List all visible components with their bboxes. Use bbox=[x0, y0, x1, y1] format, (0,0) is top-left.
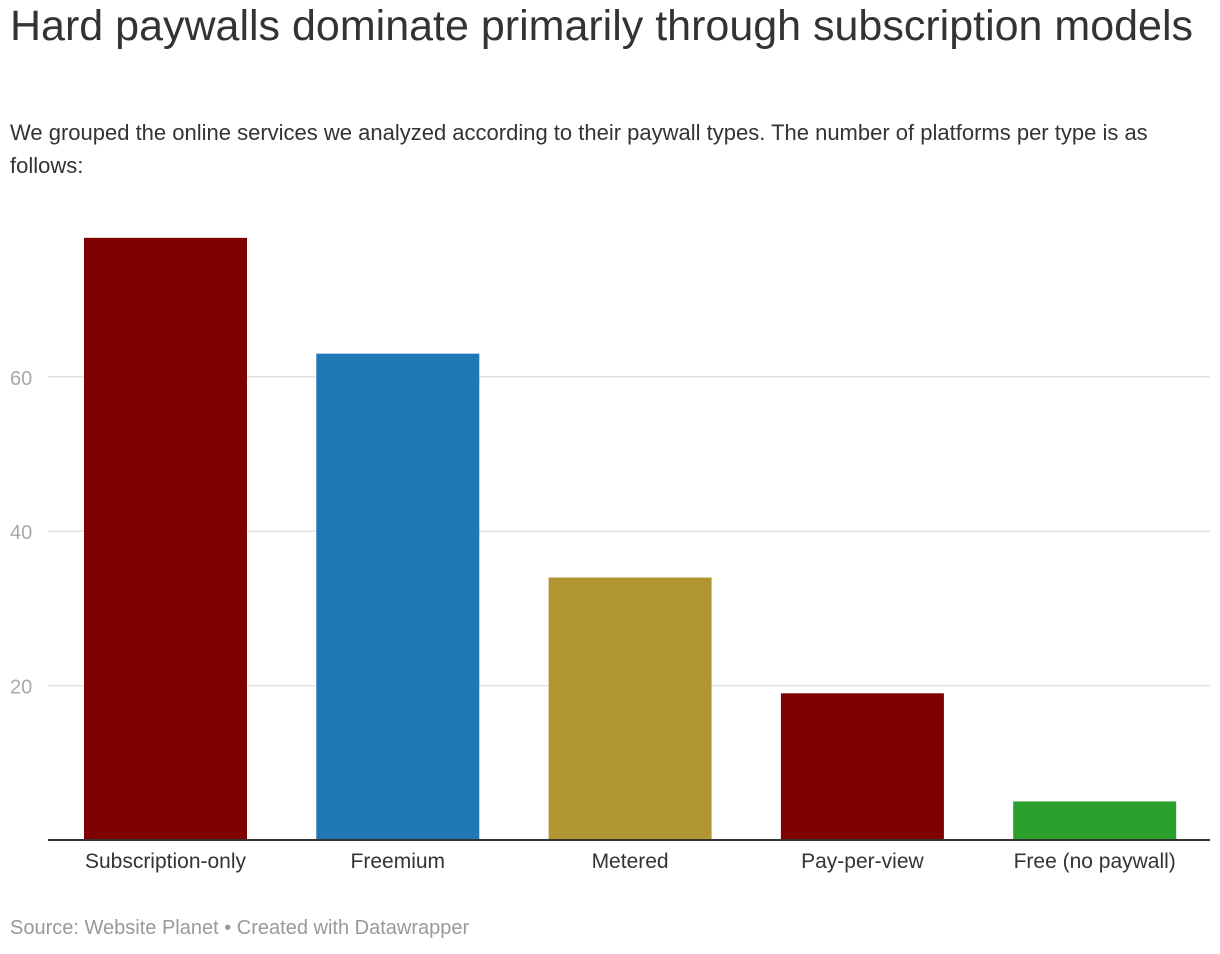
bar-subscription-only bbox=[84, 237, 247, 841]
category-label: Freemium bbox=[351, 850, 446, 873]
footer-separator: • bbox=[224, 917, 232, 939]
chart-title: Hard paywalls dominate primarily through… bbox=[10, 2, 1194, 50]
bar-metered bbox=[548, 577, 712, 840]
chart-footer: Source: Website Planet • Created with Da… bbox=[10, 914, 469, 942]
source-label: Source: bbox=[10, 917, 79, 939]
chart-subtitle: We grouped the online services we analyz… bbox=[10, 120, 1148, 178]
bar-free-no-paywall bbox=[1013, 801, 1177, 840]
y-tick-label: 20 bbox=[10, 677, 32, 699]
category-labels: Subscription-only Freemium Metered Pay-per-… bbox=[85, 850, 1176, 873]
bar-freemium bbox=[316, 353, 480, 840]
credit-text: Created with Datawrapper bbox=[236, 917, 470, 939]
bar-pay-per-view bbox=[780, 693, 944, 840]
bar-chart: 20 40 60 Subscription-only Freemium Metered P… bbox=[10, 237, 1210, 873]
y-tick-label: 40 bbox=[10, 522, 32, 544]
y-tick-label: 60 bbox=[10, 368, 32, 390]
category-label: Pay-per-view bbox=[801, 850, 924, 873]
category-label: Metered bbox=[592, 850, 669, 873]
source-name: Website Planet bbox=[84, 917, 219, 939]
category-label: Free (no paywall) bbox=[1014, 850, 1176, 873]
category-label: Subscription-only bbox=[85, 850, 247, 873]
bars bbox=[84, 237, 1177, 841]
